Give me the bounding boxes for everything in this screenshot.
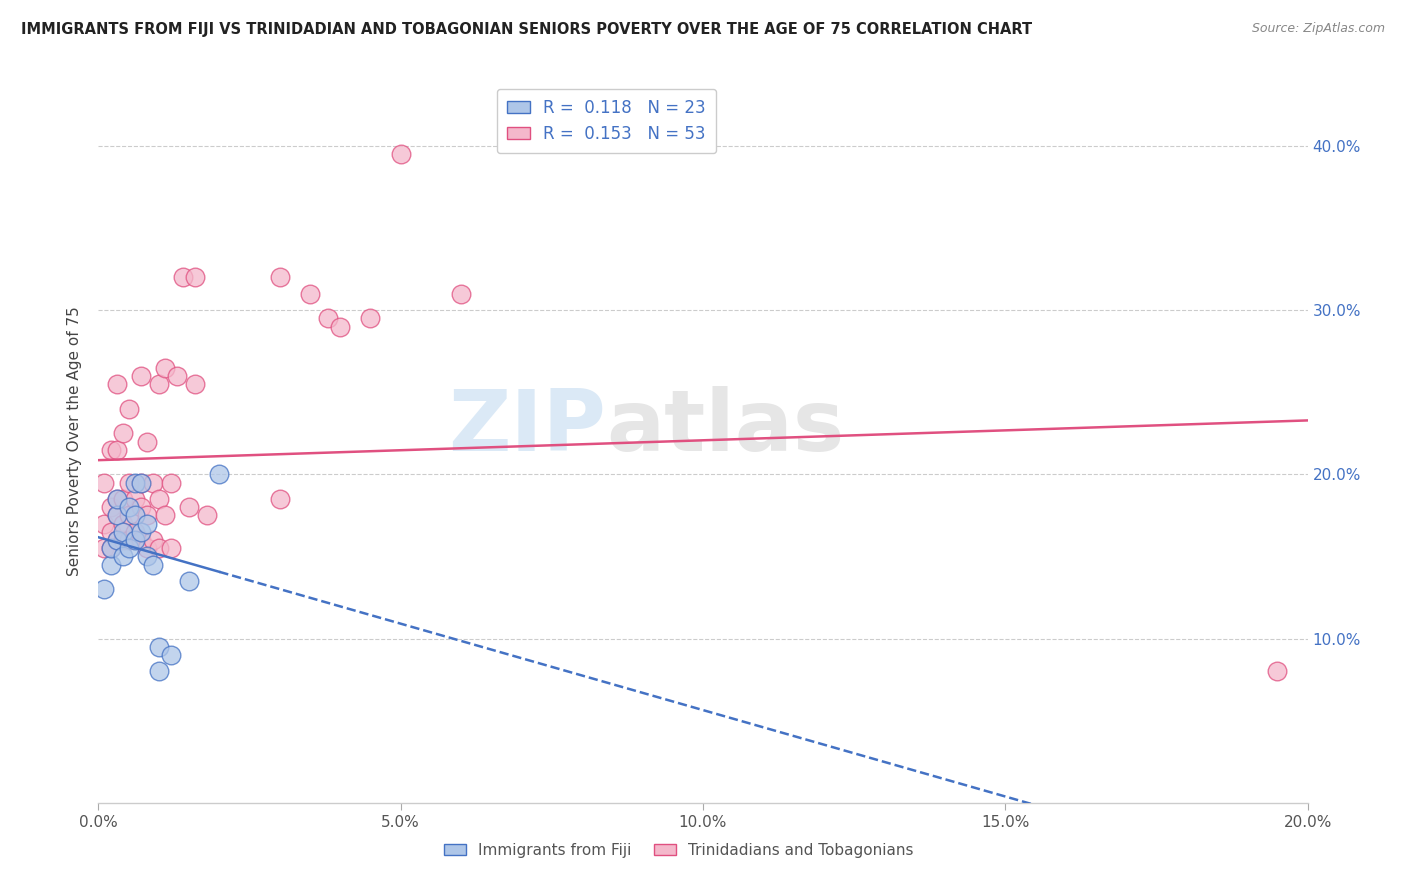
Legend: Immigrants from Fiji, Trinidadians and Tobagonians: Immigrants from Fiji, Trinidadians and T… <box>439 837 920 863</box>
Point <box>160 475 183 490</box>
Point <box>195 508 218 523</box>
Point <box>129 475 152 490</box>
Point <box>148 665 170 679</box>
Point <box>135 549 157 564</box>
Point <box>124 508 146 523</box>
Point <box>100 541 122 556</box>
Point <box>100 541 122 556</box>
Point <box>118 508 141 523</box>
Point <box>100 558 122 572</box>
Point <box>135 434 157 449</box>
Point <box>124 533 146 547</box>
Point <box>111 491 134 506</box>
Point <box>129 368 152 383</box>
Text: Source: ZipAtlas.com: Source: ZipAtlas.com <box>1251 22 1385 36</box>
Point <box>93 582 115 597</box>
Point <box>93 475 115 490</box>
Point <box>111 516 134 531</box>
Point <box>111 426 134 441</box>
Y-axis label: Seniors Poverty Over the Age of 75: Seniors Poverty Over the Age of 75 <box>67 307 83 576</box>
Point <box>135 508 157 523</box>
Point <box>160 648 183 662</box>
Point <box>148 491 170 506</box>
Point <box>148 377 170 392</box>
Point <box>118 541 141 556</box>
Point <box>135 541 157 556</box>
Point <box>166 368 188 383</box>
Point <box>142 533 165 547</box>
Point <box>124 475 146 490</box>
Point <box>129 533 152 547</box>
Point <box>129 500 152 515</box>
Point <box>153 360 176 375</box>
Point <box>105 377 128 392</box>
Point <box>450 286 472 301</box>
Point <box>129 475 152 490</box>
Point <box>105 442 128 457</box>
Point <box>269 270 291 285</box>
Point <box>360 311 382 326</box>
Point <box>111 549 134 564</box>
Point <box>105 491 128 506</box>
Point <box>105 508 128 523</box>
Point <box>179 574 201 588</box>
Text: atlas: atlas <box>606 385 845 468</box>
Point <box>105 533 128 547</box>
Point <box>389 147 412 161</box>
Point <box>105 491 128 506</box>
Point <box>111 533 134 547</box>
Point <box>105 508 128 523</box>
Point <box>160 541 183 556</box>
Point <box>269 491 291 506</box>
Point <box>153 508 176 523</box>
Point <box>93 516 115 531</box>
Point <box>316 311 339 326</box>
Point <box>118 401 141 416</box>
Point <box>111 524 134 539</box>
Point <box>124 524 146 539</box>
Point <box>142 558 165 572</box>
Point <box>118 533 141 547</box>
Point <box>329 319 352 334</box>
Text: IMMIGRANTS FROM FIJI VS TRINIDADIAN AND TOBAGONIAN SENIORS POVERTY OVER THE AGE : IMMIGRANTS FROM FIJI VS TRINIDADIAN AND … <box>21 22 1032 37</box>
Point <box>299 286 322 301</box>
Point <box>93 541 115 556</box>
Point <box>100 500 122 515</box>
Point <box>129 524 152 539</box>
Point <box>118 500 141 515</box>
Point <box>100 524 122 539</box>
Point <box>184 270 207 285</box>
Point <box>100 442 122 457</box>
Point <box>118 475 141 490</box>
Point <box>148 640 170 654</box>
Text: ZIP: ZIP <box>449 385 606 468</box>
Point <box>179 500 201 515</box>
Point <box>124 491 146 506</box>
Point <box>148 541 170 556</box>
Point <box>184 377 207 392</box>
Point <box>1267 665 1289 679</box>
Point <box>208 467 231 482</box>
Point <box>135 516 157 531</box>
Point <box>142 475 165 490</box>
Point <box>105 533 128 547</box>
Point <box>172 270 194 285</box>
